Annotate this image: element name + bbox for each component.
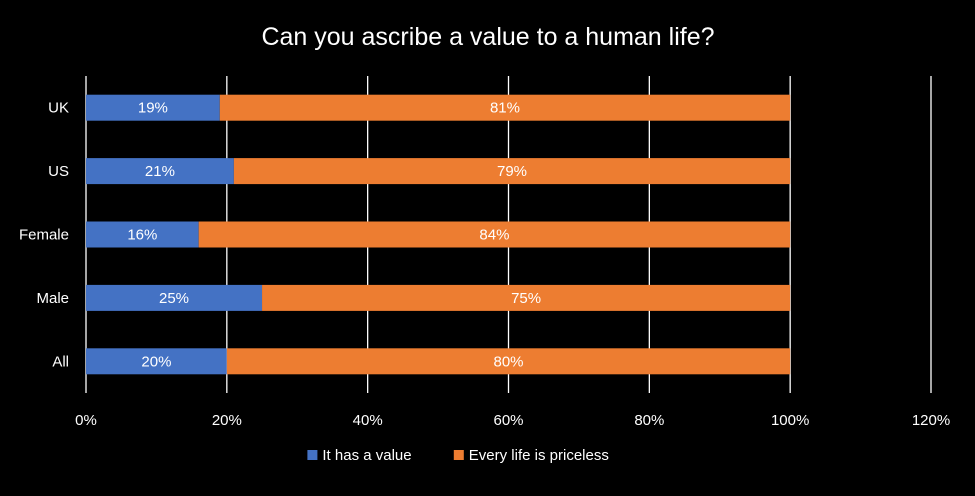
bar	[262, 284, 791, 311]
legend-label: It has a value	[322, 447, 411, 464]
bar	[233, 158, 791, 185]
data-label: 80%	[493, 353, 523, 370]
data-label: 75%	[511, 290, 541, 307]
data-label: 21%	[145, 163, 175, 180]
legend: It has a value Every life is priceless	[307, 447, 609, 464]
data-label: 16%	[127, 227, 157, 244]
bar	[219, 94, 791, 121]
data-label: 79%	[497, 163, 527, 180]
y-axis: UK US Female Male All	[19, 100, 69, 371]
data-label: 84%	[479, 227, 509, 244]
data-label: 81%	[490, 100, 520, 117]
legend-swatch	[307, 450, 318, 460]
data-labels: 19% 81% 21% 79% 16% 84% 25% 75% 20% 80%	[127, 100, 541, 371]
x-tick-label: 100%	[771, 412, 809, 429]
x-tick-label: 40%	[353, 412, 383, 429]
x-tick-label: 20%	[212, 412, 242, 429]
x-tick-label: 60%	[493, 412, 523, 429]
x-tick-label: 80%	[634, 412, 664, 429]
bar	[86, 158, 234, 185]
data-label: 25%	[159, 290, 189, 307]
y-tick-label: US	[48, 163, 69, 180]
bar	[198, 221, 791, 248]
x-tick-label: 120%	[912, 412, 950, 429]
y-tick-label: All	[52, 353, 69, 370]
y-tick-label: UK	[48, 100, 69, 117]
legend-label: Every life is priceless	[469, 447, 609, 464]
data-label: 20%	[141, 353, 171, 370]
legend-swatch	[453, 450, 464, 460]
x-axis: 0% 20% 40% 60% 80% 100% 120%	[75, 412, 950, 429]
bar	[86, 221, 199, 248]
bar	[86, 94, 220, 121]
bars	[86, 94, 791, 375]
bar	[86, 348, 227, 375]
bar	[226, 348, 791, 375]
y-tick-label: Female	[19, 227, 69, 244]
bar	[86, 284, 263, 311]
x-tick-label: 0%	[75, 412, 97, 429]
chart-title: Can you ascribe a value to a human life?	[261, 23, 714, 51]
data-label: 19%	[138, 100, 168, 117]
y-tick-label: Male	[36, 290, 69, 307]
